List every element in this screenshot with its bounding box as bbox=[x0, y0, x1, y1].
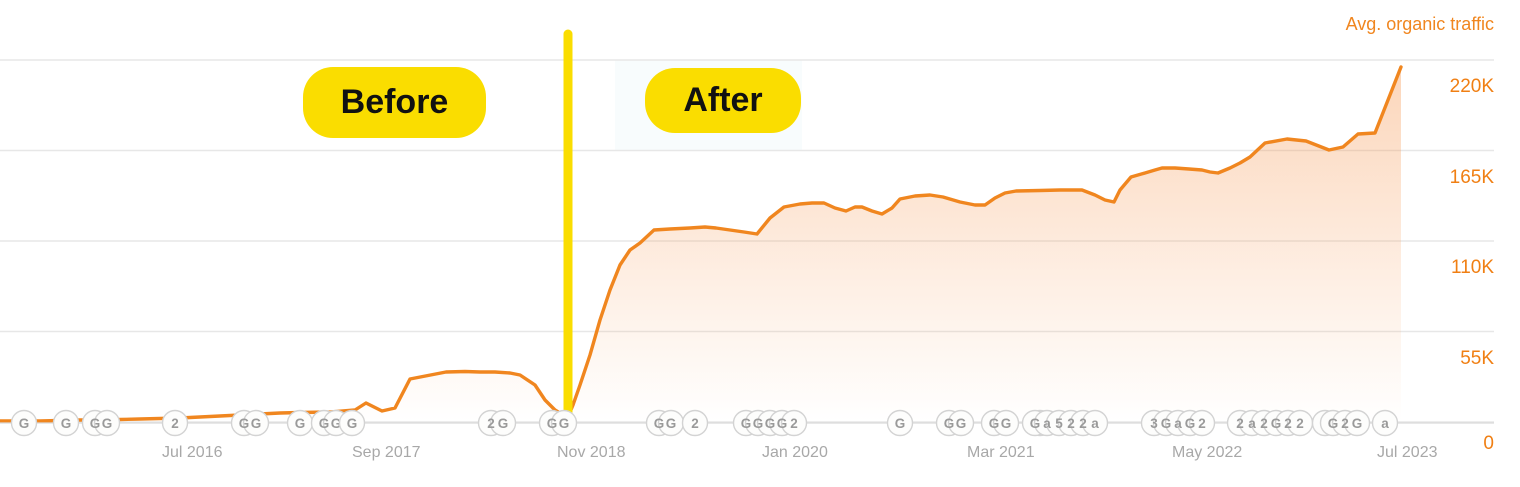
svg-text:G: G bbox=[239, 416, 250, 431]
svg-text:G: G bbox=[1185, 416, 1196, 431]
svg-text:2: 2 bbox=[171, 416, 179, 431]
svg-text:2: 2 bbox=[1198, 416, 1206, 431]
svg-text:G: G bbox=[1161, 416, 1172, 431]
svg-text:a: a bbox=[1043, 416, 1051, 431]
svg-text:5: 5 bbox=[1055, 416, 1063, 431]
svg-text:G: G bbox=[559, 416, 570, 431]
svg-text:2: 2 bbox=[1079, 416, 1087, 431]
svg-text:2: 2 bbox=[1296, 416, 1304, 431]
svg-text:G: G bbox=[777, 416, 788, 431]
svg-text:a: a bbox=[1248, 416, 1256, 431]
svg-text:a: a bbox=[1381, 416, 1389, 431]
svg-text:G: G bbox=[666, 416, 677, 431]
svg-text:G: G bbox=[1030, 416, 1041, 431]
svg-text:G: G bbox=[347, 416, 358, 431]
svg-text:G: G bbox=[1271, 416, 1282, 431]
svg-text:3: 3 bbox=[1150, 416, 1158, 431]
svg-text:G: G bbox=[19, 416, 30, 431]
svg-text:G: G bbox=[251, 416, 262, 431]
svg-text:G: G bbox=[1001, 416, 1012, 431]
svg-text:G: G bbox=[944, 416, 955, 431]
svg-text:G: G bbox=[61, 416, 72, 431]
svg-text:G: G bbox=[956, 416, 967, 431]
svg-text:G: G bbox=[654, 416, 665, 431]
svg-text:G: G bbox=[498, 416, 509, 431]
svg-text:2: 2 bbox=[1260, 416, 1268, 431]
svg-text:G: G bbox=[90, 416, 101, 431]
svg-text:2: 2 bbox=[1341, 416, 1349, 431]
svg-text:G: G bbox=[1352, 416, 1363, 431]
svg-text:G: G bbox=[319, 416, 330, 431]
svg-text:G: G bbox=[989, 416, 1000, 431]
svg-text:G: G bbox=[1328, 416, 1339, 431]
svg-text:2: 2 bbox=[1067, 416, 1075, 431]
svg-text:a: a bbox=[1174, 416, 1182, 431]
svg-text:2: 2 bbox=[1284, 416, 1292, 431]
svg-text:2: 2 bbox=[487, 416, 495, 431]
svg-text:G: G bbox=[295, 416, 306, 431]
svg-text:G: G bbox=[895, 416, 906, 431]
svg-text:2: 2 bbox=[1236, 416, 1244, 431]
svg-text:G: G bbox=[547, 416, 558, 431]
svg-text:2: 2 bbox=[691, 416, 699, 431]
svg-text:G: G bbox=[741, 416, 752, 431]
svg-text:a: a bbox=[1091, 416, 1099, 431]
svg-text:G: G bbox=[102, 416, 113, 431]
svg-text:G: G bbox=[765, 416, 776, 431]
svg-text:G: G bbox=[753, 416, 764, 431]
svg-text:2: 2 bbox=[790, 416, 798, 431]
